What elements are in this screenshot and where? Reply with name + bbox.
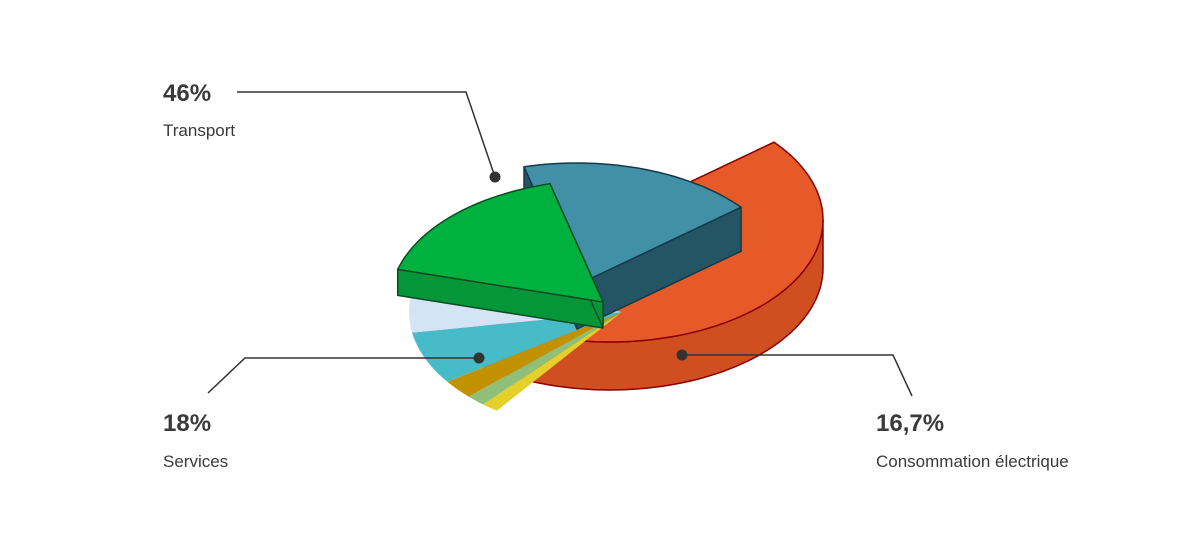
consommation-dot (676, 349, 688, 361)
consommation-lectrique-slice (396, 183, 604, 303)
transport-category-label: Transport (163, 121, 236, 140)
slice-slice (412, 312, 622, 382)
slice-slice (483, 312, 622, 411)
slice-slice (447, 312, 622, 397)
consommation-value-label: 16,7% (876, 410, 945, 437)
consommation-leader-line (682, 354, 913, 397)
transport-value-label: 46% (163, 80, 212, 107)
services-leader-line (207, 357, 479, 394)
transport-leader-line (237, 91, 496, 178)
slice-slice (468, 312, 622, 405)
services-category-label: Services (163, 452, 229, 471)
transport-dot (489, 171, 501, 183)
services-value-label: 18% (163, 410, 212, 437)
services-dot (473, 352, 485, 364)
consommation-category-label: Consommation électrique (876, 452, 1069, 471)
